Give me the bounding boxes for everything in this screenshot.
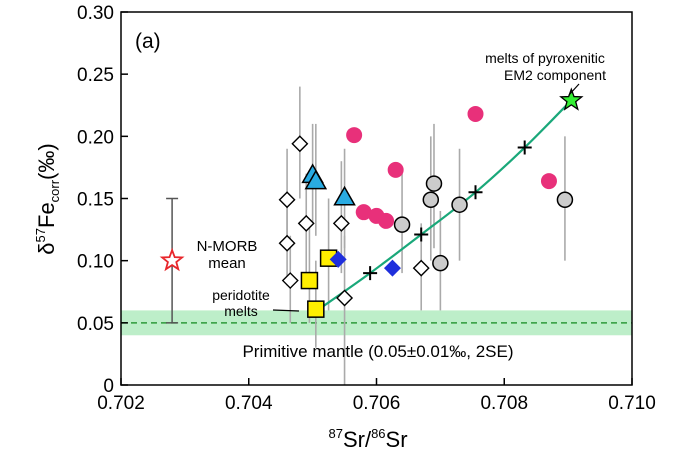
y-axis-title: δ57Fecorr(‰)	[33, 143, 62, 254]
open-diamond-point	[278, 234, 296, 252]
y-tick-label: 0.25	[77, 65, 114, 86]
pyroxenite-component-label: EM2 component	[504, 67, 606, 83]
x-axis-title: 87Sr/86Sr	[328, 426, 407, 452]
grey-circle-point	[422, 191, 440, 208]
n-morb-group	[159, 197, 185, 324]
panel-label: (a)	[135, 30, 161, 53]
yellow-square-point	[300, 271, 319, 290]
open-diamond-point	[281, 272, 299, 290]
y-tick-label: 0.20	[77, 127, 114, 148]
data-markers	[278, 87, 584, 318]
open-diamond-point	[412, 259, 430, 277]
x-tick-label: 0.708	[480, 393, 528, 414]
y-axis-delta: δ	[34, 242, 59, 254]
mixing-curve-cross	[517, 140, 532, 155]
peridotite-leader	[272, 309, 300, 312]
pink-circle-point	[467, 105, 484, 122]
cyan-triangle-point	[304, 169, 328, 190]
open-diamond-point	[297, 214, 315, 232]
y-tick-label: 0.05	[77, 314, 114, 335]
mixing-curve-cross	[468, 185, 483, 200]
pink-circle-point	[387, 161, 404, 178]
y-axis-unit: (‰)	[34, 143, 59, 180]
peridotite-melts-label: melts	[224, 303, 257, 319]
yellow-square-point	[307, 300, 325, 318]
error-bars	[286, 86, 566, 385]
grey-circle-point	[425, 175, 443, 192]
pyroxenite-leader	[568, 83, 580, 96]
blue-diamond-point	[383, 259, 401, 277]
open-diamond-point	[291, 135, 309, 153]
x-axis-sr: Sr	[386, 427, 408, 452]
x-tick-label: 0.706	[353, 393, 401, 414]
open-diamond-point	[278, 191, 296, 209]
x-tick-label: 0.710	[608, 393, 656, 414]
n-morb-mean-label: mean	[208, 255, 246, 272]
grey-circle-point	[556, 191, 574, 208]
primitive-mantle-label: Primitive mantle (0.05±0.01‰, 2SE)	[242, 342, 513, 361]
y-axis-sup-57: 57	[33, 228, 48, 242]
cyan-triangle-point	[333, 185, 356, 206]
axis-ticks: 0.702 0.704 0.706 0.708 0.710 0 0.05 0.10 0.15 0.…	[77, 3, 656, 414]
grey-circle-point	[451, 196, 468, 213]
mixing-curve-cross	[363, 266, 378, 281]
pyroxenite-star	[559, 87, 584, 111]
y-tick-label: 0.30	[77, 3, 114, 24]
x-tick-label: 0.704	[225, 393, 273, 414]
open-diamond-point	[336, 289, 354, 307]
n-morb-star	[159, 247, 185, 272]
pyroxenite-label: melts of pyroxenitic	[485, 50, 605, 66]
pink-circle-point	[355, 204, 372, 221]
y-axis-sub-corr: corr	[47, 179, 62, 202]
y-tick-label: 0.10	[77, 252, 114, 273]
mixing-curve-ticks	[363, 140, 532, 281]
pink-circle-point	[540, 173, 557, 190]
x-tick-label: 0.702	[97, 393, 145, 414]
y-tick-label: 0	[103, 376, 114, 397]
y-axis-fe: Fe	[34, 202, 59, 228]
x-axis-sr-slash: Sr/	[343, 427, 372, 452]
pink-circle-point	[378, 212, 395, 229]
y-tick-label: 0.15	[77, 190, 114, 211]
pink-circle-point	[346, 127, 363, 144]
mixing-curve-cross	[414, 227, 429, 242]
peridotite-label: peridotite	[212, 287, 270, 303]
grey-circle-point	[432, 254, 449, 272]
x-axis-sup-86: 86	[371, 426, 385, 441]
blue-diamond-point	[329, 250, 347, 268]
grey-circle-point	[393, 216, 411, 233]
n-morb-label: N-MORB	[197, 238, 258, 255]
open-diamond-point	[332, 214, 350, 232]
x-axis-sup-87: 87	[328, 426, 342, 441]
